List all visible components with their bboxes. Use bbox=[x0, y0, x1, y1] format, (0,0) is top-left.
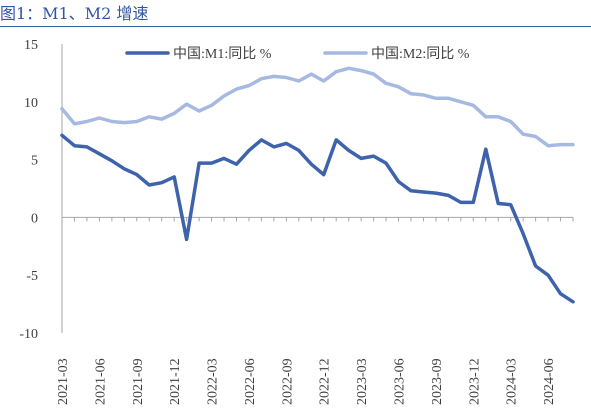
legend-label-m2: 中国:M2:同比 % bbox=[371, 46, 470, 62]
x-tick-label: 2023-09 bbox=[430, 358, 445, 405]
y-tick-label: 0 bbox=[31, 211, 38, 226]
x-tick-label: 2023-03 bbox=[355, 358, 370, 405]
x-tick-label: 2022-03 bbox=[206, 358, 221, 405]
chart-legend: 中国:M1:同比 % 中国:M2:同比 % bbox=[125, 46, 470, 62]
y-tick-label: 5 bbox=[31, 154, 38, 169]
m2-series-line bbox=[60, 66, 575, 148]
caption-divider bbox=[0, 26, 591, 27]
x-tick-label: 2024-03 bbox=[505, 358, 520, 405]
x-tick-label: 2022-09 bbox=[280, 358, 295, 405]
x-tick-label: 2022-12 bbox=[318, 358, 333, 405]
y-tick-label: -5 bbox=[26, 269, 38, 284]
series-layer bbox=[60, 66, 575, 304]
x-tick-label: 2022-06 bbox=[243, 358, 258, 405]
y-tick-label: -10 bbox=[19, 327, 38, 342]
x-tick-label: 2021-12 bbox=[168, 358, 183, 405]
y-tick-label: 10 bbox=[24, 96, 38, 111]
chart-axes: 15 10 5 0 -5 -10 2021-03 2021-06 2021-09 2021-12 2… bbox=[19, 38, 574, 405]
x-tick-label: 2023-12 bbox=[467, 358, 482, 405]
x-tick-label: 2024-06 bbox=[542, 358, 557, 405]
x-tick-label: 2021-09 bbox=[131, 358, 146, 405]
x-tick-label: 2021-06 bbox=[93, 358, 108, 405]
legend-label-m1: 中国:M1:同比 % bbox=[173, 46, 272, 62]
chart-caption: 图1：M1、M2 增速 bbox=[0, 4, 149, 23]
x-tick-label: 2023-06 bbox=[393, 358, 408, 405]
x-tick-label: 2021-03 bbox=[56, 358, 71, 405]
y-tick-label: 15 bbox=[24, 38, 38, 53]
m1-series-line bbox=[60, 133, 575, 304]
